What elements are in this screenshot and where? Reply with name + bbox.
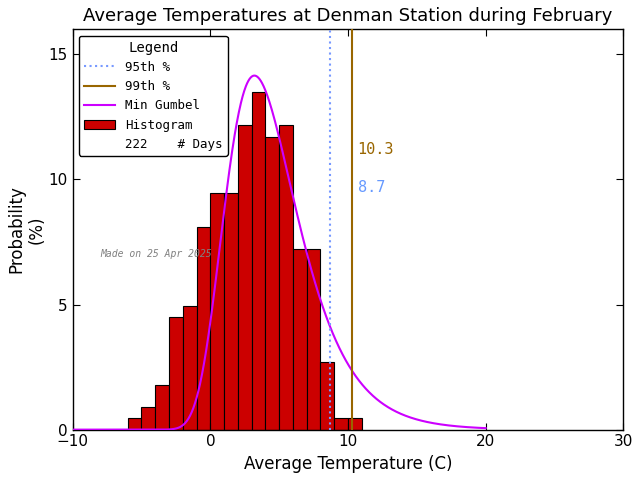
Bar — [224, 193, 238, 430]
Bar — [348, 419, 362, 430]
Bar — [252, 92, 266, 430]
Text: 10.3: 10.3 — [358, 143, 394, 157]
Bar — [293, 249, 307, 430]
Bar — [279, 125, 293, 430]
Bar — [183, 306, 196, 430]
Text: Made on 25 Apr 2025: Made on 25 Apr 2025 — [100, 250, 212, 260]
Bar — [196, 227, 211, 430]
Bar — [211, 193, 224, 430]
Bar — [238, 125, 252, 430]
Title: Average Temperatures at Denman Station during February: Average Temperatures at Denman Station d… — [83, 7, 612, 25]
Y-axis label: Probability
(%): Probability (%) — [7, 186, 45, 274]
X-axis label: Average Temperature (C): Average Temperature (C) — [244, 455, 452, 473]
Bar — [321, 362, 334, 430]
Text: 8.7: 8.7 — [358, 180, 385, 195]
Bar — [128, 419, 141, 430]
Legend: 95th %, 99th %, Min Gumbel, Histogram, 222    # Days: 95th %, 99th %, Min Gumbel, Histogram, 2… — [79, 36, 228, 156]
Bar — [307, 249, 321, 430]
Bar — [169, 317, 183, 430]
Bar — [266, 137, 279, 430]
Bar — [141, 407, 156, 430]
Bar — [156, 384, 169, 430]
Bar — [334, 419, 348, 430]
